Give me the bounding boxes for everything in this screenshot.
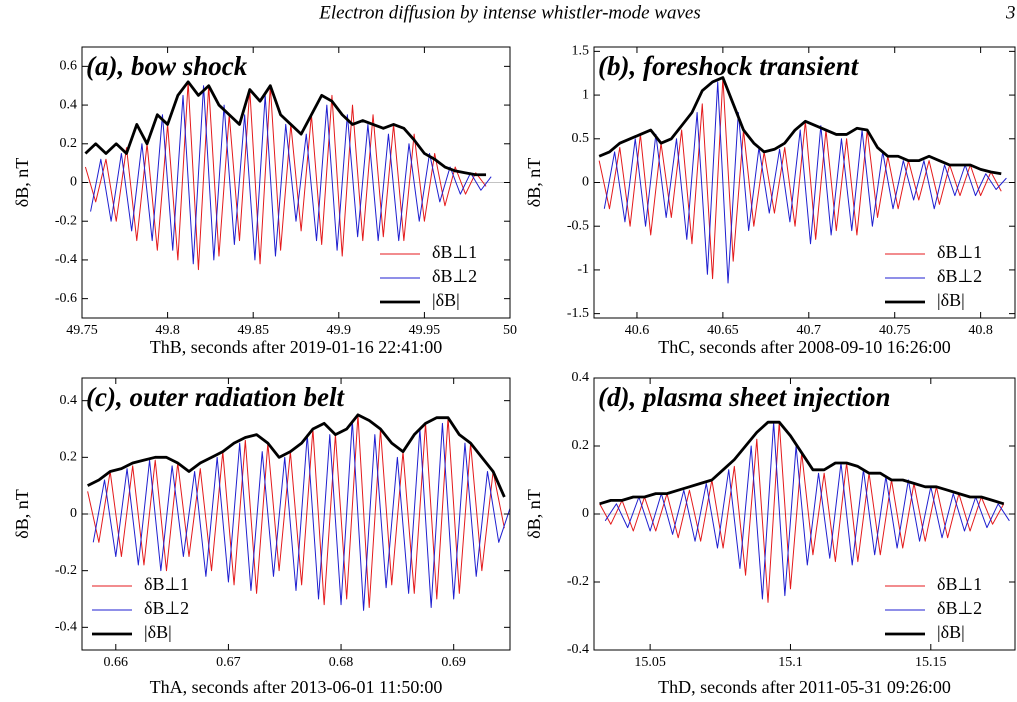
legend-label: |δB| [937,290,965,310]
y-axis-label: δB, nT [12,158,32,207]
series-line [92,420,510,611]
panel-title: (b), foreshock transient [598,51,860,81]
x-tick-label: 40.7 [797,323,822,338]
running-title: Electron diffusion by intense whistler-m… [318,2,701,23]
x-tick-label: 0.69 [441,655,466,670]
series-line [598,77,1002,280]
y-axis-label: δB, nT [524,489,544,538]
x-axis-label: ThD, seconds after 2011-05-31 09:26:00 [658,677,951,697]
y-tick-label: 0.4 [60,97,78,112]
y-tick-label: 0.2 [60,450,78,465]
x-tick-label: 0.68 [329,655,354,670]
series-line [90,85,492,265]
series-line [87,413,506,498]
y-axis-label: δB, nT [12,489,32,538]
y-tick-label: 1 [582,87,589,102]
x-tick-label: 49.9 [327,323,352,338]
y-tick-label: -0.4 [567,642,589,657]
x-tick-label: 15.15 [915,655,947,670]
y-axis-label: δB, nT [524,158,544,207]
x-axis-label: ThC, seconds after 2008-09-10 16:26:00 [658,337,950,357]
series-line [598,76,1002,176]
y-tick-label: -0.5 [567,218,589,233]
series-line [87,414,505,608]
x-tick-label: 0.66 [104,655,129,670]
y-tick-label: 0 [582,175,589,190]
x-tick-label: 15.1 [778,655,803,670]
y-tick-label: -1 [577,262,589,277]
x-tick-label: 0.67 [216,655,241,670]
legend-label: δB⊥1 [432,242,477,262]
x-tick-label: 49.85 [237,323,269,338]
x-tick-label: 49.75 [66,323,98,338]
y-tick-label: -0.4 [55,620,77,635]
legend-label: δB⊥2 [937,598,982,618]
x-tick-label: 40.8 [968,323,993,338]
plot-area [87,413,510,611]
legend-label: |δB| [432,290,460,310]
y-tick-label: 0 [70,506,77,521]
series-line [599,420,1005,506]
page-number: 3 [1005,2,1016,23]
x-tick-label: 40.65 [707,323,739,338]
x-tick-label: 40.6 [625,323,650,338]
x-tick-label: 49.95 [409,323,441,338]
series-line [604,421,1010,600]
y-tick-label: 0.2 [572,438,590,453]
legend-label: δB⊥1 [937,242,982,262]
series-line [84,81,487,271]
y-tick-label: -1.5 [567,306,589,321]
legend-label: |δB| [144,622,172,642]
plot-area [599,420,1010,603]
y-tick-label: -0.6 [55,291,77,306]
legend-label: δB⊥1 [937,574,982,594]
y-tick-label: 0.4 [572,370,590,385]
legend-label: δB⊥2 [144,598,189,618]
panel-title: (c), outer radiation belt [86,382,345,412]
y-tick-label: 0 [70,175,77,190]
y-tick-label: -0.4 [55,252,77,267]
y-tick-label: -0.2 [55,563,77,578]
panel-title: (a), bow shock [86,51,248,81]
y-tick-label: 1.5 [572,44,590,59]
plot-area [598,76,1007,284]
legend-label: δB⊥2 [937,266,982,286]
y-tick-label: 0.4 [60,393,78,408]
x-tick-label: 15.05 [634,655,666,670]
panel-title: (d), plasma sheet injection [598,382,891,412]
series-line [603,81,1007,284]
y-tick-label: 0.2 [60,136,78,151]
y-tick-label: -0.2 [567,574,589,589]
y-tick-label: 0 [582,506,589,521]
series-line [84,80,487,177]
legend-label: |δB| [937,622,965,642]
legend-label: δB⊥1 [144,574,189,594]
plot-area [84,80,492,271]
x-tick-label: 40.75 [879,323,911,338]
legend-label: δB⊥2 [432,266,477,286]
y-tick-label: 0.6 [60,59,78,74]
y-tick-label: -0.2 [55,213,77,228]
x-tick-label: 50 [503,323,517,338]
x-axis-label: ThA, seconds after 2013-06-01 11:50:00 [150,677,443,697]
y-tick-label: 0.5 [572,131,590,146]
x-axis-label: ThB, seconds after 2019-01-16 22:41:00 [150,337,442,357]
x-tick-label: 49.8 [155,323,180,338]
